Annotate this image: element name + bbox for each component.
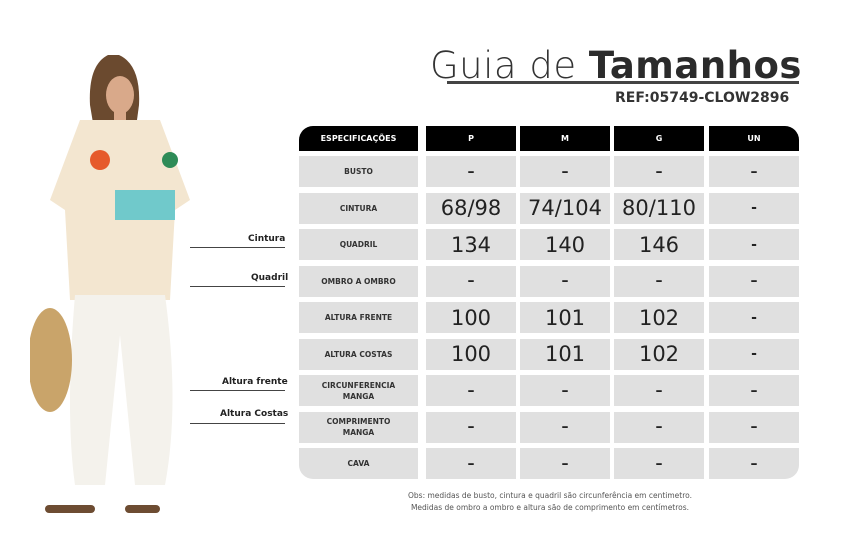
page-title: Guia de Tamanhos <box>430 44 802 87</box>
table-cell: – <box>520 156 610 187</box>
table-cell: – <box>520 411 610 443</box>
quadril-line <box>190 286 285 287</box>
table-cell: – <box>520 375 610 406</box>
table-cell: – <box>426 156 516 187</box>
title-light: Guia de <box>430 44 589 87</box>
table-cell: – <box>426 375 516 406</box>
side-label-cintura: Cintura <box>248 234 286 244</box>
table-cell: 102 <box>614 302 704 333</box>
side-label-quadril: Quadril <box>251 273 289 283</box>
row-label: ALTURA FRENTE <box>299 302 418 333</box>
product-ref: REF:05749-CLOW2896 <box>615 90 790 106</box>
table-cell: – <box>426 411 516 443</box>
row-label: CIRCUNFERENCIA MANGA <box>299 375 418 406</box>
cintura-line <box>190 247 285 248</box>
table-cell: – <box>709 156 799 187</box>
table-cell: – <box>426 448 516 479</box>
altura-frente-line <box>190 390 285 391</box>
row-label: BUSTO <box>299 156 418 187</box>
table-cell: – <box>709 375 799 406</box>
table-cell: – <box>520 448 610 479</box>
table-cell: 101 <box>520 338 610 370</box>
side-label-altura-frente: Altura frente <box>222 377 288 387</box>
table-cell: 102 <box>614 338 704 370</box>
table-cell: - <box>709 302 799 333</box>
table-cell: 68/98 <box>426 192 516 224</box>
table-cell: 80/110 <box>614 192 704 224</box>
row-label: ALTURA COSTAS <box>299 338 418 370</box>
title-underline <box>447 81 799 84</box>
column-header-un: UN <box>709 126 799 151</box>
note-2: Medidas de ombro a ombro e altura são de… <box>410 503 690 512</box>
table-cell: – <box>614 265 704 297</box>
table-cell: 100 <box>426 302 516 333</box>
table-cell: 100 <box>426 338 516 370</box>
table-cell: – <box>709 448 799 479</box>
table-cell: 146 <box>614 229 704 260</box>
table-cell: – <box>614 375 704 406</box>
table-cell: – <box>426 265 516 297</box>
column-header-m: M <box>520 126 610 151</box>
table-cell: - <box>709 338 799 370</box>
table-cell: 140 <box>520 229 610 260</box>
altura-costas-line <box>190 423 285 424</box>
table-cell: – <box>709 411 799 443</box>
column-header-especificações: ESPECIFICAÇÕES <box>299 126 418 151</box>
side-label-altura-costas: Altura Costas <box>220 409 289 419</box>
title-bold: Tamanhos <box>588 44 802 87</box>
table-cell: – <box>709 265 799 297</box>
table-cell: 101 <box>520 302 610 333</box>
row-label: CINTURA <box>299 192 418 224</box>
table-cell: – <box>614 448 704 479</box>
table-cell: – <box>520 265 610 297</box>
model-photo <box>28 50 210 525</box>
row-label: QUADRIL <box>299 229 418 260</box>
row-label: OMBRO A OMBRO <box>299 265 418 297</box>
column-header-g: G <box>614 126 704 151</box>
row-label: CAVA <box>299 448 418 479</box>
table-cell: - <box>709 192 799 224</box>
row-label: COMPRIMENTO MANGA <box>299 411 418 443</box>
table-cell: 134 <box>426 229 516 260</box>
table-cell: – <box>614 156 704 187</box>
notes: Obs: medidas de busto, cintura e quadril… <box>300 490 800 514</box>
column-header-p: P <box>426 126 516 151</box>
table-cell: – <box>614 411 704 443</box>
note-1: Obs: medidas de busto, cintura e quadril… <box>408 491 692 500</box>
table-cell: 74/104 <box>520 192 610 224</box>
table-cell: - <box>709 229 799 260</box>
